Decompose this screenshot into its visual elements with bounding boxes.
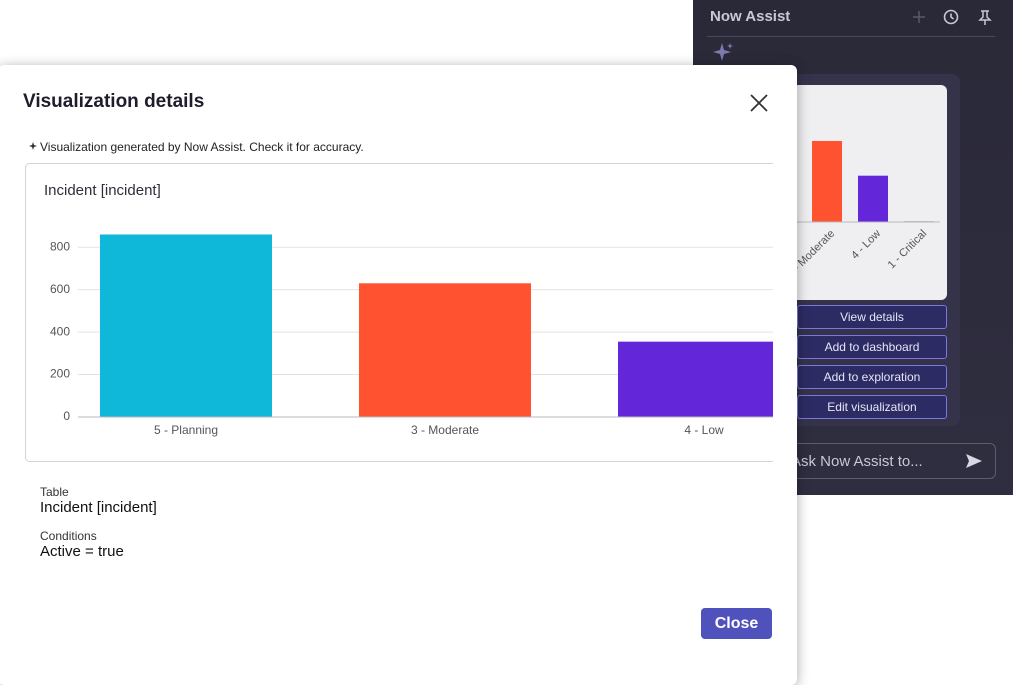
panel-title: Now Assist: [710, 8, 791, 25]
send-icon[interactable]: [965, 453, 983, 469]
panel-icons: [913, 9, 992, 25]
y-tick-label: 400: [50, 324, 70, 338]
modal-title: Visualization details: [23, 91, 205, 112]
action-button[interactable]: Edit visualization: [797, 395, 947, 419]
y-tick-label: 0: [63, 409, 70, 423]
page: Now Assist 5 - Planning 3 - Moderate 4 - L…: [23, 0, 1013, 639]
x-tick-label: 4 - Low: [684, 423, 724, 437]
action-button[interactable]: Add to dashboard: [797, 335, 947, 359]
detail-value: Incident [incident]: [40, 499, 157, 516]
close-button[interactable]: Close: [701, 608, 772, 639]
input-placeholder: Ask Now Assist to...: [791, 453, 923, 470]
pin-icon[interactable]: [978, 10, 992, 25]
modal: Visualization details Visualization gene…: [0, 65, 797, 685]
detail-label: Table: [40, 485, 69, 499]
action-button[interactable]: View details: [797, 305, 947, 329]
y-tick-label: 200: [50, 367, 70, 381]
sparkle-icon: [713, 43, 733, 61]
history-icon[interactable]: [943, 9, 959, 25]
chart: Incident [incident] 0 200 400 600 800 5 - Pla…: [25, 163, 773, 462]
sparkle-icon: [29, 142, 37, 150]
bar: [812, 140, 842, 222]
new-icon[interactable]: [913, 11, 925, 23]
x-tick-label: 5 - Planning: [154, 423, 218, 437]
bar: [100, 234, 272, 417]
y-tick-label: 800: [50, 239, 70, 253]
chart-title: Incident [incident]: [44, 182, 161, 199]
prompt-input[interactable]: Ask Now Assist to...: [780, 443, 996, 479]
separator: [707, 36, 995, 37]
detail-label: Conditions: [40, 529, 97, 543]
bar: [359, 283, 531, 417]
close-icon[interactable]: [750, 94, 768, 112]
bar: [858, 175, 888, 222]
x-tick-label: 3 - Moderate: [411, 423, 479, 437]
detail-value: Active = true: [40, 543, 124, 560]
y-tick-label: 600: [50, 282, 70, 296]
ai-notice: Visualization generated by Now Assist. C…: [40, 140, 364, 154]
action-button[interactable]: Add to exploration: [797, 365, 947, 389]
bar: [618, 341, 773, 417]
